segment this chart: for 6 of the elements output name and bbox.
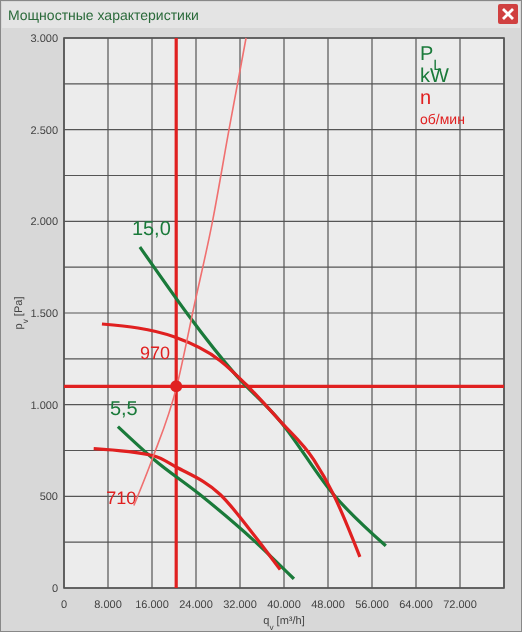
series-label: 970 bbox=[139, 342, 170, 363]
line-series bbox=[138, 245, 388, 548]
series-label: 15,0 bbox=[131, 219, 172, 241]
line-series bbox=[133, 37, 247, 507]
series-label: 5,5 bbox=[109, 398, 139, 421]
annotation: n bbox=[420, 88, 432, 110]
